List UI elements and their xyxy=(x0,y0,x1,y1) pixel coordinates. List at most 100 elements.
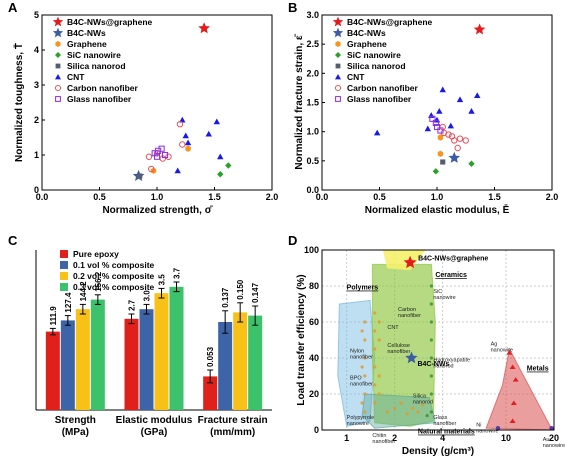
legend-label: B4C-NWs xyxy=(67,28,106,38)
data-point xyxy=(437,127,444,134)
annotation-label: nanofiber xyxy=(350,355,373,361)
legend-marker xyxy=(335,74,341,80)
data-point xyxy=(148,165,155,173)
y-tick-label: 3.0 xyxy=(306,10,319,20)
bar xyxy=(218,322,233,410)
data-point xyxy=(440,159,446,165)
bar xyxy=(139,309,154,410)
data-point xyxy=(165,153,172,160)
legend-marker xyxy=(55,96,61,102)
bar xyxy=(75,309,90,410)
data-point xyxy=(217,171,224,178)
data-point xyxy=(373,311,377,315)
data-point xyxy=(363,374,367,378)
data-point xyxy=(468,108,475,114)
data-point xyxy=(363,320,367,324)
legend-label: CNT xyxy=(67,72,85,82)
x-tick-label: 10 xyxy=(501,433,511,443)
data-point xyxy=(373,347,377,351)
x-tick-label: 0.5 xyxy=(373,192,386,202)
data-point xyxy=(506,350,513,355)
legend-marker xyxy=(332,27,344,38)
y-axis-label: Normalized fracture strain, ε̄ xyxy=(294,33,305,169)
data-point xyxy=(176,120,184,128)
x-tick-label: 1.5 xyxy=(208,192,221,202)
data-point xyxy=(363,356,367,360)
data-point xyxy=(184,139,192,146)
panel-A: A 0.0 0.5 1.0 1.5 2.0 0 1 2 3 4 5 Normalized strengt… xyxy=(8,0,278,216)
legend-label: 0.1 vol % composite xyxy=(73,260,155,270)
y-tick-label: 1 xyxy=(34,150,39,160)
plot-frame xyxy=(321,249,555,431)
data-point xyxy=(360,365,364,369)
data-point xyxy=(421,403,425,407)
panel-letter: C xyxy=(8,233,18,248)
bar xyxy=(233,312,248,410)
value-label: 2.7 xyxy=(128,299,137,311)
legend-label: Carbon nanofiber xyxy=(347,83,419,93)
x-tick-label: 2.0 xyxy=(546,192,559,202)
value-label: 0.147 xyxy=(251,282,260,303)
legend-marker xyxy=(52,27,64,38)
region-label: Natural materials xyxy=(418,429,475,436)
legend-label: Silica nanorod xyxy=(67,61,126,71)
y-tick-label: 1.5 xyxy=(306,98,319,108)
legend-marker xyxy=(54,84,62,92)
data-point xyxy=(437,150,444,157)
data-point xyxy=(439,86,446,93)
annotation-label: Ag xyxy=(491,341,498,347)
data-point xyxy=(185,145,191,152)
legend-marker xyxy=(332,16,344,27)
x-tick-label: 4 xyxy=(440,433,445,443)
legend-label: Glass nanofiber xyxy=(347,94,412,104)
x-axis-label: Density (g/cm³) xyxy=(402,446,474,457)
highlight-label: B4C-NWs@graphene xyxy=(418,256,488,263)
data-point xyxy=(425,414,429,418)
x-axis-label: Normalized elastic modulus, Ē xyxy=(365,204,510,216)
data-point xyxy=(549,426,554,431)
y-axis-label: Normalized toughness, T̄ xyxy=(13,43,25,162)
data-point xyxy=(360,401,364,405)
data-point xyxy=(424,125,431,132)
region-label: Metals xyxy=(527,366,549,373)
annotation-label: nanowire xyxy=(476,428,498,434)
legend-label: 0.2 vol % composite xyxy=(73,271,155,281)
y-tick-label: 2 xyxy=(34,115,39,125)
data-point xyxy=(429,284,433,288)
data-point xyxy=(205,130,212,137)
legend-marker xyxy=(52,16,64,27)
legend-swatch xyxy=(60,272,68,280)
y-tick-label: 0 xyxy=(314,425,319,435)
bar xyxy=(169,286,184,410)
bar xyxy=(154,293,169,410)
annotation-label: Cellulose xyxy=(387,343,410,349)
data-point xyxy=(445,131,452,138)
y-tick-label: 20 xyxy=(309,389,319,399)
y-tick-label: 40 xyxy=(309,353,319,363)
data-point xyxy=(462,137,469,144)
value-label: 0.053 xyxy=(206,346,215,367)
b4c-star xyxy=(405,351,418,364)
data-point xyxy=(447,122,454,129)
y-axis-label: Load transfer efficiency (%) xyxy=(296,274,307,405)
annotation-label: nanorod xyxy=(433,364,453,370)
data-point xyxy=(429,302,433,306)
data-point xyxy=(377,320,381,324)
annotation-label: nanowire xyxy=(433,295,455,301)
data-point xyxy=(137,173,143,179)
annotation-label: Au xyxy=(543,437,550,443)
annotation-label: Nylon xyxy=(350,349,364,355)
x-tick-label: 0.5 xyxy=(93,192,106,202)
x-tick-label: 1.0 xyxy=(151,192,164,202)
y-tick-label: 2.0 xyxy=(306,68,319,78)
highlight-star xyxy=(403,255,417,269)
bar xyxy=(60,320,75,410)
legend-marker xyxy=(55,74,61,80)
legend-marker xyxy=(335,41,341,47)
annotation-label: Glass xyxy=(433,415,447,421)
y-tick-label: 0.5 xyxy=(306,156,319,166)
legend-marker xyxy=(55,41,61,47)
x-axis-label: Normalized strength, σ̄ xyxy=(102,205,213,216)
bar xyxy=(124,318,139,410)
y-tick-label: 3 xyxy=(34,80,39,90)
